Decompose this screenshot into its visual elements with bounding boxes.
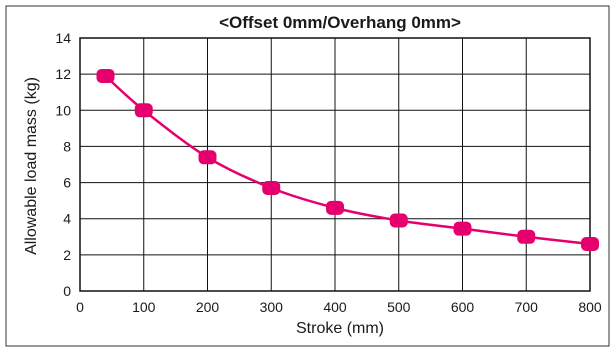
y-tick-label: 0 [63,283,71,299]
y-tick-label: 12 [55,66,71,82]
data-point [453,221,472,236]
x-tick-label: 700 [515,299,539,315]
data-point [389,213,408,228]
plot-area-border [79,37,591,292]
data-point [134,103,153,118]
x-tick-label: 200 [196,299,220,315]
y-tick-label: 4 [63,211,71,227]
data-point [326,200,344,215]
x-tick-label: 600 [451,299,475,315]
series-layer [96,68,599,252]
y-tick-label: 10 [55,102,71,118]
data-point [581,237,599,252]
data-point [96,68,115,83]
x-tick-label: 0 [76,299,84,315]
grid-layer [79,37,591,292]
y-tick-label: 6 [63,175,71,191]
data-point [198,150,217,165]
x-axis-label: Stroke (mm) [296,320,384,337]
y-tick-label: 2 [63,247,71,263]
y-tick-label: 8 [63,138,71,154]
chart-title: <Offset 0mm/Overhang 0mm> [219,13,461,32]
x-tick-label: 800 [578,299,602,315]
data-point [262,180,281,195]
x-tick-label: 400 [323,299,347,315]
tick-layer: 0 100 200 300 400 500 600 700 800 0 2 4 6 8 10 12 14 [55,30,601,315]
chart-frame [5,5,610,347]
data-point [517,229,536,244]
x-tick-label: 100 [132,299,156,315]
x-tick-label: 300 [260,299,284,315]
y-axis-label: Allowable load mass (kg) [23,77,40,255]
x-tick-label: 500 [387,299,411,315]
y-tick-label: 14 [55,30,71,46]
